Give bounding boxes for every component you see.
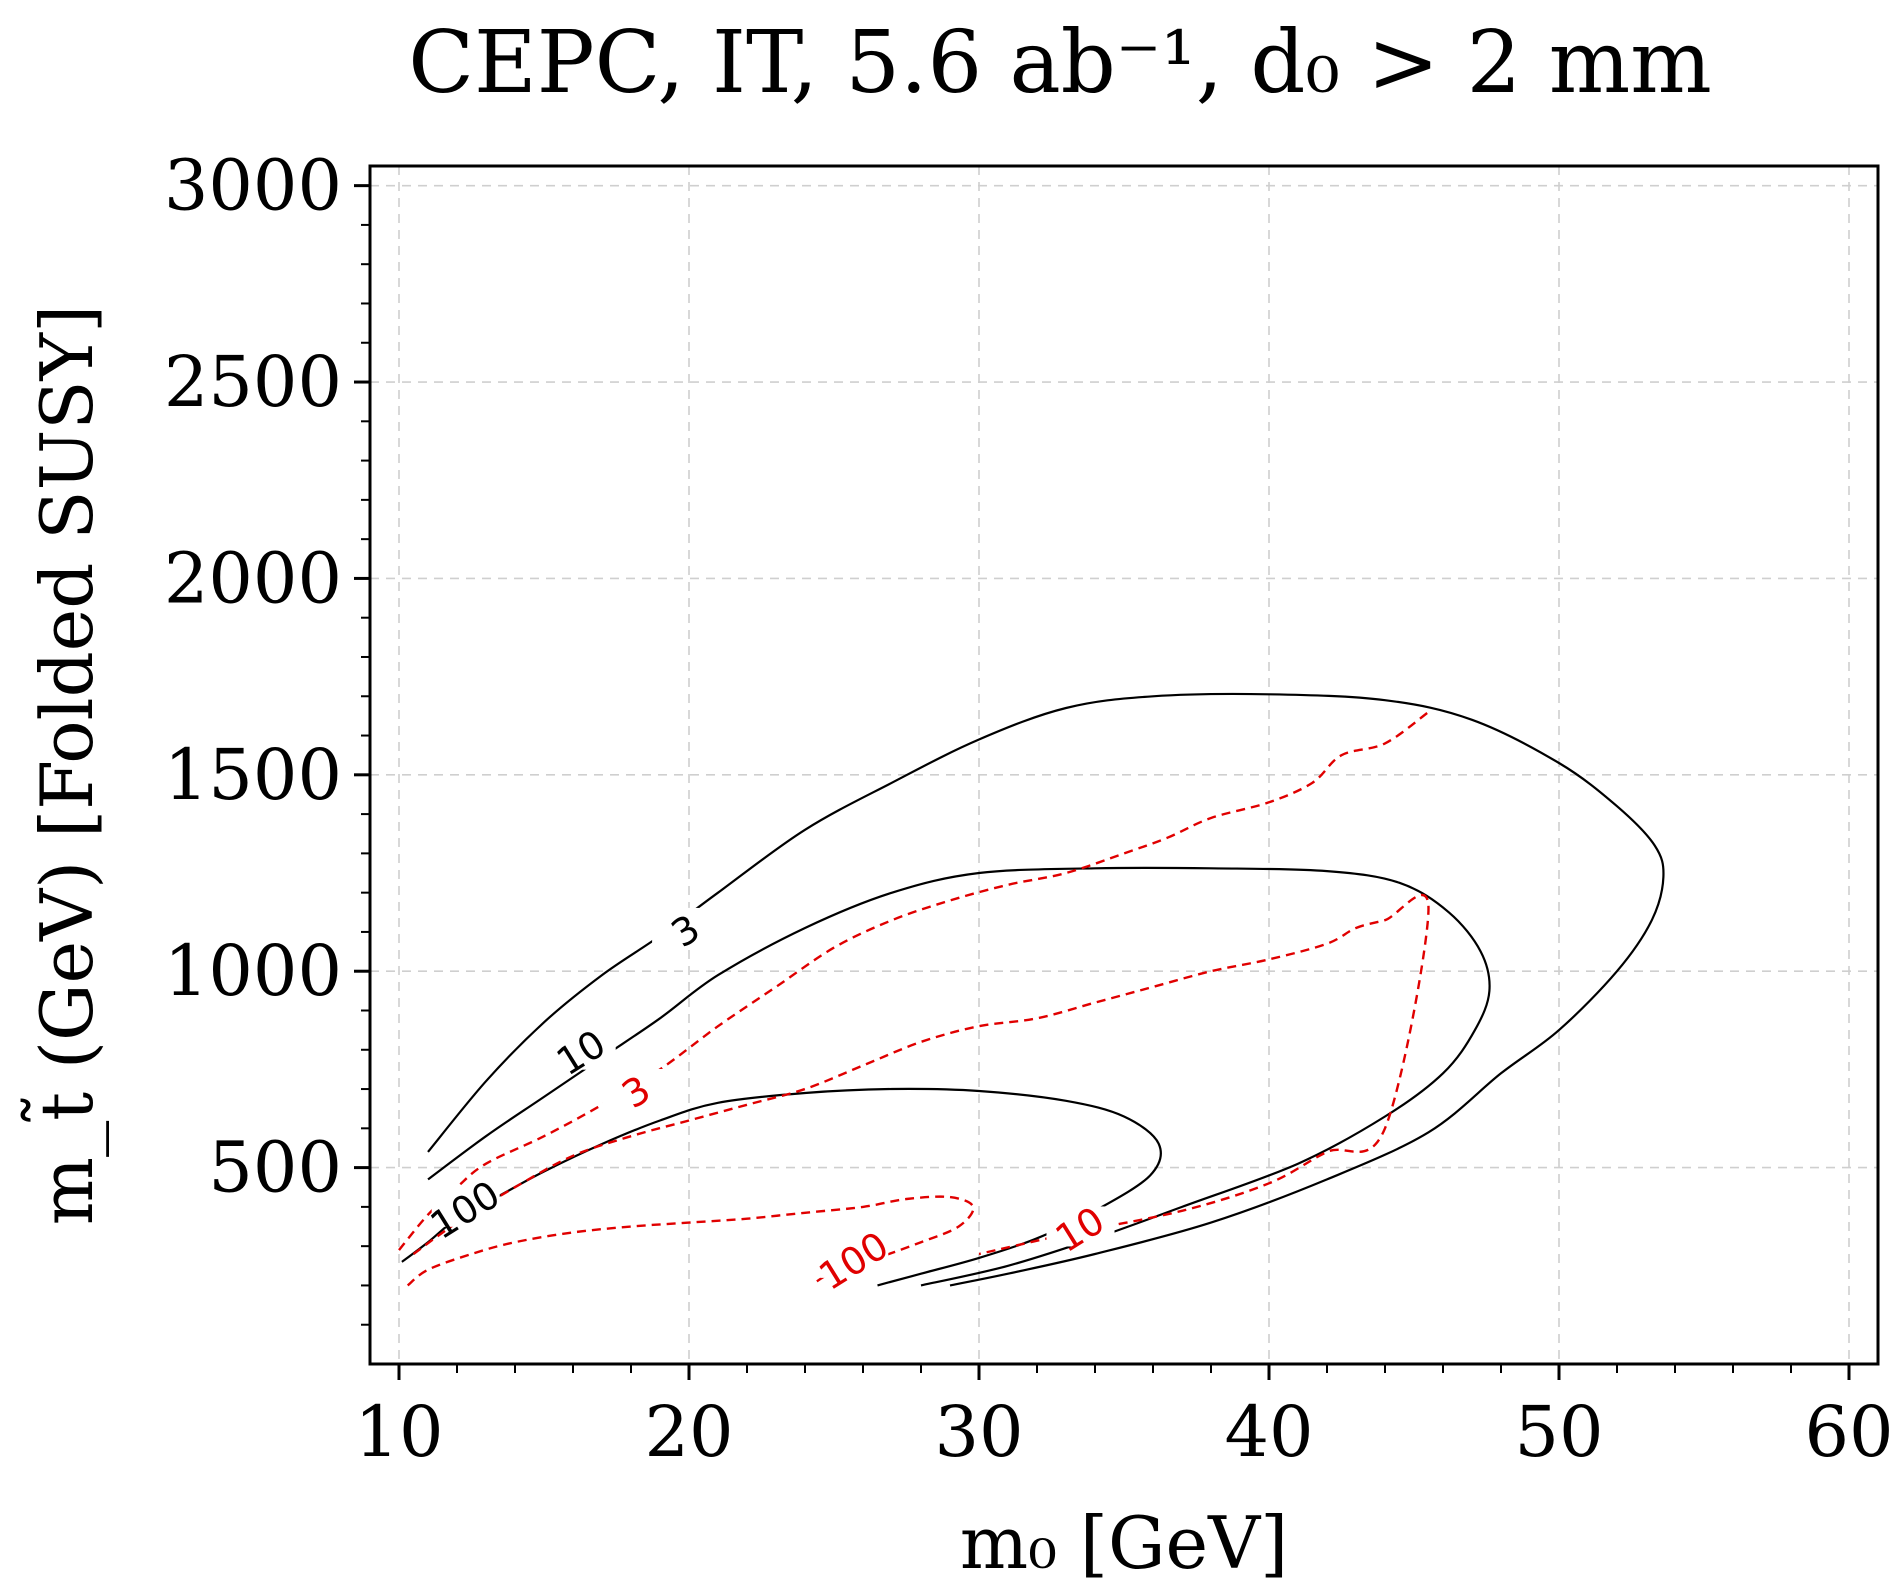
x-tick-label: 10 (354, 1391, 443, 1473)
contour-label-red-100: 100 (811, 1223, 896, 1299)
contour-line-red-10 (412, 893, 1430, 1256)
contour-label-bg (1046, 1206, 1115, 1247)
tick-labels: 10 20 30 40 50 60 500 1000 1500 2000 2500 3000 (164, 145, 1894, 1473)
contour-line-black-10 (427, 866, 1491, 1287)
y-tick-label: 1500 (164, 734, 342, 816)
x-tick-label: 20 (644, 1391, 733, 1473)
contour-label-bg (547, 1029, 616, 1070)
contour-lines (398, 692, 1665, 1287)
y-tick-label: 2500 (164, 341, 342, 423)
axis-ticks (354, 184, 1851, 1380)
plot-frame (368, 164, 1880, 1366)
grid-lines (370, 166, 1878, 1364)
contour-label-bg (431, 1186, 500, 1227)
x-tick-label: 30 (934, 1391, 1023, 1473)
x-tick-label: 50 (1514, 1391, 1603, 1473)
y-tick-label: 500 (208, 1127, 342, 1209)
x-axis-label: m₀ [GeV] (960, 1501, 1288, 1585)
x-tick-label: 40 (1224, 1391, 1313, 1473)
contour-label-bg (652, 907, 721, 948)
contour-line-red-100 (406, 1195, 975, 1287)
y-axis-label: m_t̃ (GeV) [Folded SUSY] (19, 305, 109, 1225)
y-tick-label: 2000 (164, 537, 342, 619)
contour-line-red-3 (398, 711, 1430, 1251)
chart-title: CEPC, IT, 5.6 ab⁻¹, d₀ > 2 mm (408, 13, 1712, 113)
contour-label-bg (602, 1068, 671, 1109)
x-tick-label: 60 (1804, 1391, 1893, 1473)
y-tick-label: 3000 (164, 145, 342, 227)
contour-line-black-3 (427, 692, 1665, 1287)
y-tick-label: 1000 (164, 930, 342, 1012)
contour-label-bg (820, 1237, 889, 1278)
